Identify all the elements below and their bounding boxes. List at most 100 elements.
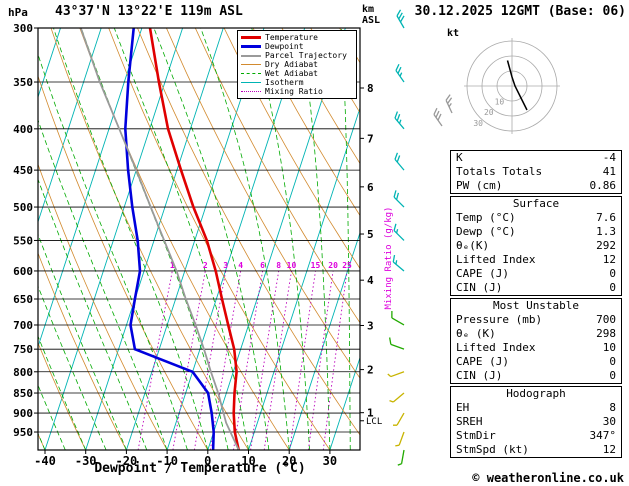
surface-box-title: Surface [512, 197, 560, 210]
mixing-ratio-line [250, 270, 280, 450]
temperature-curve [148, 28, 240, 450]
stat-label: Dewp (°C) [456, 225, 516, 238]
stat-row: StmSpd (kt) 12 [451, 443, 621, 457]
mixing-ratio-line [289, 270, 316, 450]
mixing-ratio-value-label: 25 [342, 261, 352, 270]
legend-item-temperature: Temperature [241, 33, 353, 42]
stat-label: CIN (J) [456, 369, 503, 382]
isotherm-line [248, 106, 360, 450]
stat-value: 0 [609, 369, 616, 382]
wind-barb [396, 9, 405, 29]
pressure-tick-label: 400 [13, 123, 33, 136]
plot-border [37, 27, 361, 451]
stat-row: Dewp (°C) 1.3 [451, 225, 621, 239]
legend-label: Mixing Ratio [265, 87, 323, 96]
stat-value: 0 [609, 267, 616, 280]
hodograph-ring-label: 30 [473, 119, 483, 128]
mixing-ratio-swatch [241, 91, 261, 92]
wind-barb [445, 94, 453, 114]
stat-label: K [456, 151, 463, 164]
hodograph-unit-label: kt [447, 28, 459, 39]
wind-barb [387, 371, 405, 378]
sounding-curves [79, 28, 240, 450]
stat-value: 12 [602, 253, 616, 266]
dry-adiabat-swatch [241, 64, 261, 65]
stat-label: θₑ(K) [456, 239, 490, 252]
indices-box: K -4 Totals Totals 41 PW (cm) 0.86 [450, 150, 622, 194]
km-tick-label: 7 [367, 132, 374, 145]
mixing-ratio-value-label: 20 [328, 261, 338, 270]
parcel-line-swatch [241, 54, 261, 57]
x-axis-label: Dewpoint / Temperature (°C) [94, 461, 306, 476]
legend-label: Dewpoint [265, 42, 304, 51]
legend-item-parcel: Parcel Trajectory [241, 51, 353, 60]
wet-adiabat-swatch [241, 73, 261, 74]
wind-barb [389, 392, 405, 403]
km-tick-label: 6 [367, 181, 374, 194]
km-tick-label: 8 [367, 82, 374, 95]
legend-label: Parcel Trajectory [265, 51, 347, 60]
stat-label: Temp (°C) [456, 211, 516, 224]
stat-value: 0 [609, 355, 616, 368]
stat-value: 0 [609, 281, 616, 294]
stat-row: K -4 [451, 151, 621, 165]
stat-row: SREH 30 [451, 415, 621, 429]
dewpoint-curve [123, 28, 216, 450]
mixing-ratio-line [233, 270, 264, 450]
stat-value: 0.86 [589, 179, 617, 192]
wind-barb [393, 223, 405, 241]
stat-value: 7.6 [596, 211, 616, 224]
legend-label: Isotherm [265, 78, 304, 87]
wind-barb [397, 449, 405, 466]
mixing-ratio-value-label: 8 [276, 261, 281, 270]
stat-value: -4 [602, 151, 616, 164]
isotherm-line [44, 28, 184, 450]
dry-adiabat-line [223, 28, 360, 270]
km-tick-label: 2 [367, 364, 374, 377]
wind-barb [391, 310, 405, 326]
km-tick-label: 3 [367, 319, 374, 332]
pressure-tick-label: 650 [13, 293, 33, 306]
pressure-tick-label: 850 [13, 387, 33, 400]
most-unstable-box-title: Most Unstable [492, 299, 580, 312]
pressure-tick-label: 550 [13, 234, 33, 247]
temperature-line-swatch [241, 36, 261, 39]
hodograph-trace [506, 60, 528, 111]
wind-barb [433, 107, 443, 127]
temp-tick-label: -10 [156, 454, 178, 468]
mixing-ratio-value-label: 6 [260, 261, 265, 270]
temp-tick-label: 30 [323, 454, 337, 468]
wind-barb [395, 431, 405, 447]
stat-label: EH [456, 401, 470, 414]
km-unit-label: km [362, 4, 375, 15]
dry-adiabat-line [252, 28, 360, 217]
mixing-ratio-line [263, 270, 292, 450]
legend-item-wet-adiabat: Wet Adiabat [241, 69, 353, 78]
stat-value: 12 [602, 443, 616, 456]
stat-value: 8 [609, 401, 616, 414]
wind-barb [394, 152, 405, 171]
wind-barb [395, 63, 405, 83]
stat-row: Pressure (mb) 700 [451, 313, 621, 327]
stat-label: CAPE (J) [456, 267, 509, 280]
temp-tick-label: 10 [241, 454, 255, 468]
mixing-ratio-line [307, 270, 334, 450]
stat-label: CAPE (J) [456, 355, 509, 368]
stat-row: Lifted Index 10 [451, 341, 621, 355]
stat-label: Lifted Index [456, 341, 536, 354]
hodograph-ring-label: 10 [495, 98, 505, 107]
stat-row: θₑ (K) 298 [451, 327, 621, 341]
wet-adiabat-line [53, 28, 209, 450]
pressure-tick-label: 800 [13, 366, 33, 379]
wind-barb [393, 190, 405, 208]
lcl-label: LCL [366, 417, 382, 427]
stat-label: StmDir [456, 429, 496, 442]
legend-label: Temperature [265, 33, 318, 42]
station-coordinates-title: 43°37'N 13°22'E 119m ASL [55, 4, 243, 19]
dry-adiabat-line [281, 28, 360, 165]
mixing-ratio-line [193, 270, 227, 450]
pressure-tick-label: 750 [13, 343, 33, 356]
mixing-ratio-value-label: 10 [287, 261, 297, 270]
